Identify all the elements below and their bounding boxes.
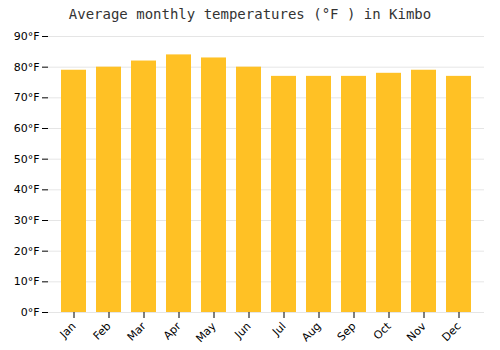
- svg-text:0°F: 0°F: [21, 306, 40, 319]
- svg-text:Apr: Apr: [161, 319, 184, 342]
- svg-text:30°F: 30°F: [14, 214, 40, 227]
- svg-text:Dec: Dec: [439, 320, 463, 344]
- svg-text:70°F: 70°F: [14, 91, 40, 104]
- svg-text:80°F: 80°F: [14, 61, 40, 74]
- svg-text:10°F: 10°F: [14, 275, 40, 288]
- svg-text:Mar: Mar: [125, 319, 149, 343]
- svg-text:Jul: Jul: [269, 320, 288, 339]
- svg-text:Oct: Oct: [371, 319, 394, 342]
- svg-text:50°F: 50°F: [14, 153, 40, 166]
- svg-text:90°F: 90°F: [14, 30, 40, 43]
- svg-text:May: May: [193, 319, 219, 345]
- svg-text:Feb: Feb: [91, 320, 114, 343]
- svg-text:40°F: 40°F: [14, 183, 40, 196]
- svg-text:Aug: Aug: [299, 320, 323, 344]
- svg-text:Sep: Sep: [335, 320, 359, 344]
- svg-text:Jan: Jan: [57, 320, 79, 342]
- html-text:Average monthly temperatures (: Average monthly temperatures (°F ) in Ki…: [68, 6, 432, 22]
- svg-text:20°F: 20°F: [14, 245, 40, 258]
- svg-text:Jun: Jun: [232, 320, 254, 342]
- svg-text:Nov: Nov: [404, 319, 429, 344]
- svg-text:60°F: 60°F: [14, 122, 40, 135]
